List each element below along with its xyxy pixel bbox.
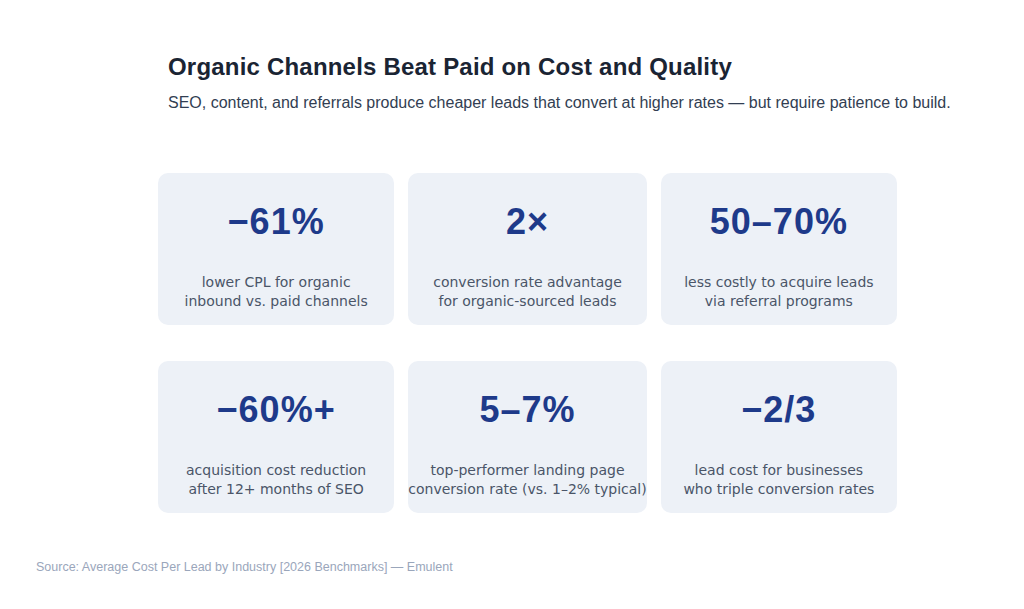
stat-card: 2× conversion rate advantage for organic-…: [408, 173, 646, 325]
stat-card-grid: −61% lower CPL for organic inbound vs. pa…: [158, 173, 897, 513]
stat-value: 50–70%: [661, 204, 897, 240]
stat-label: acquisition cost reduction after 12+ mon…: [158, 461, 394, 499]
stat-value: 5–7%: [408, 392, 646, 428]
stat-value: 2×: [408, 204, 646, 240]
source-note: Source: Average Cost Per Lead by Industr…: [36, 560, 453, 574]
stat-label: less costly to acquire leads via referra…: [661, 273, 897, 311]
stat-label: top-performer landing page conversion ra…: [408, 461, 646, 499]
stat-card: −60%+ acquisition cost reduction after 12…: [158, 361, 394, 513]
stat-value: −60%+: [158, 392, 394, 428]
stat-card: 50–70% less costly to acquire leads via r…: [661, 173, 897, 325]
stat-card: 5–7% top-performer landing page conversio…: [408, 361, 646, 513]
infographic-page: Organic Channels Beat Paid on Cost and Q…: [0, 0, 1024, 609]
stat-label: conversion rate advantage for organic-so…: [408, 273, 646, 311]
stat-value: −61%: [158, 204, 394, 240]
stat-card: −61% lower CPL for organic inbound vs. pa…: [158, 173, 394, 325]
page-subtitle: SEO, content, and referrals produce chea…: [168, 94, 951, 112]
stat-value: −2/3: [661, 392, 897, 428]
stat-card: −2/3 lead cost for businesses who triple …: [661, 361, 897, 513]
stat-label: lead cost for businesses who triple conv…: [661, 461, 897, 499]
page-title: Organic Channels Beat Paid on Cost and Q…: [168, 53, 732, 81]
stat-label: lower CPL for organic inbound vs. paid c…: [158, 273, 394, 311]
